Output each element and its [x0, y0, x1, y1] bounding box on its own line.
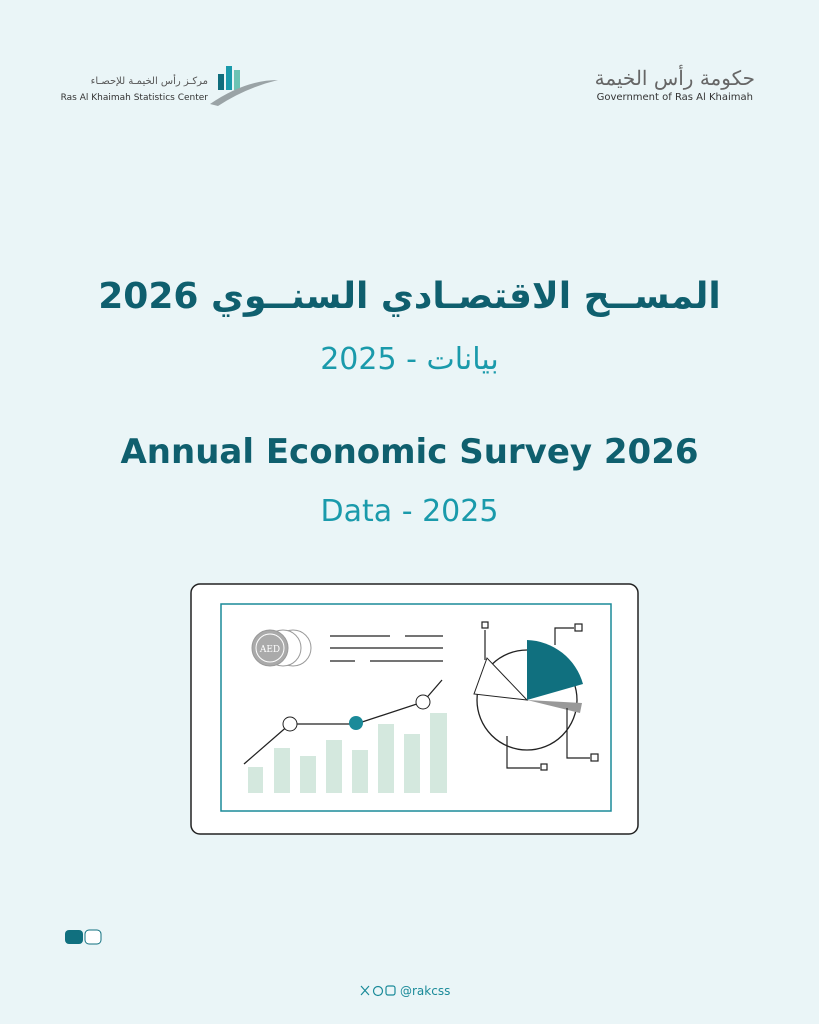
logo-swoosh — [210, 80, 278, 106]
page-indicator — [65, 930, 83, 944]
logo-bar — [234, 70, 240, 90]
bars — [248, 713, 447, 793]
pie-slice — [527, 640, 583, 700]
pie-slice — [527, 700, 582, 713]
coin-label: AED — [259, 645, 280, 655]
logo-bar — [218, 74, 224, 90]
title-arabic: المســح الاقتصـادي السنــوي 2026 — [98, 276, 721, 317]
text-lines — [330, 635, 443, 662]
point — [282, 716, 298, 732]
rakcss-logo: مركـز رأس الخيمـة للإحصـاء Ras Al Khaima… — [61, 66, 278, 106]
logo-arabic: مركـز رأس الخيمـة للإحصـاء — [91, 74, 208, 87]
point — [415, 694, 431, 710]
government-logo: حكومة رأس الخيمة Government of Ras Al Kh… — [595, 66, 755, 103]
subtitle-english: Data - 2025 — [320, 494, 499, 529]
logo-bar — [226, 66, 232, 90]
coin-ring — [255, 633, 285, 663]
social-icons — [360, 985, 396, 997]
callouts — [481, 621, 599, 771]
social-handle: @rakcss — [400, 984, 450, 998]
gov-arabic: حكومة رأس الخيمة — [594, 66, 755, 90]
point — [349, 716, 363, 730]
page-indicator — [84, 929, 102, 945]
title-english: Annual Economic Survey 2026 — [120, 432, 699, 472]
coin — [251, 629, 289, 667]
subtitle-arabic: بيانات - 2025 — [320, 342, 499, 377]
logo-english: Ras Al Khaimah Statistics Center — [61, 93, 209, 103]
gov-english: Government of Ras Al Khaimah — [596, 92, 753, 103]
pie-slice — [473, 657, 529, 701]
